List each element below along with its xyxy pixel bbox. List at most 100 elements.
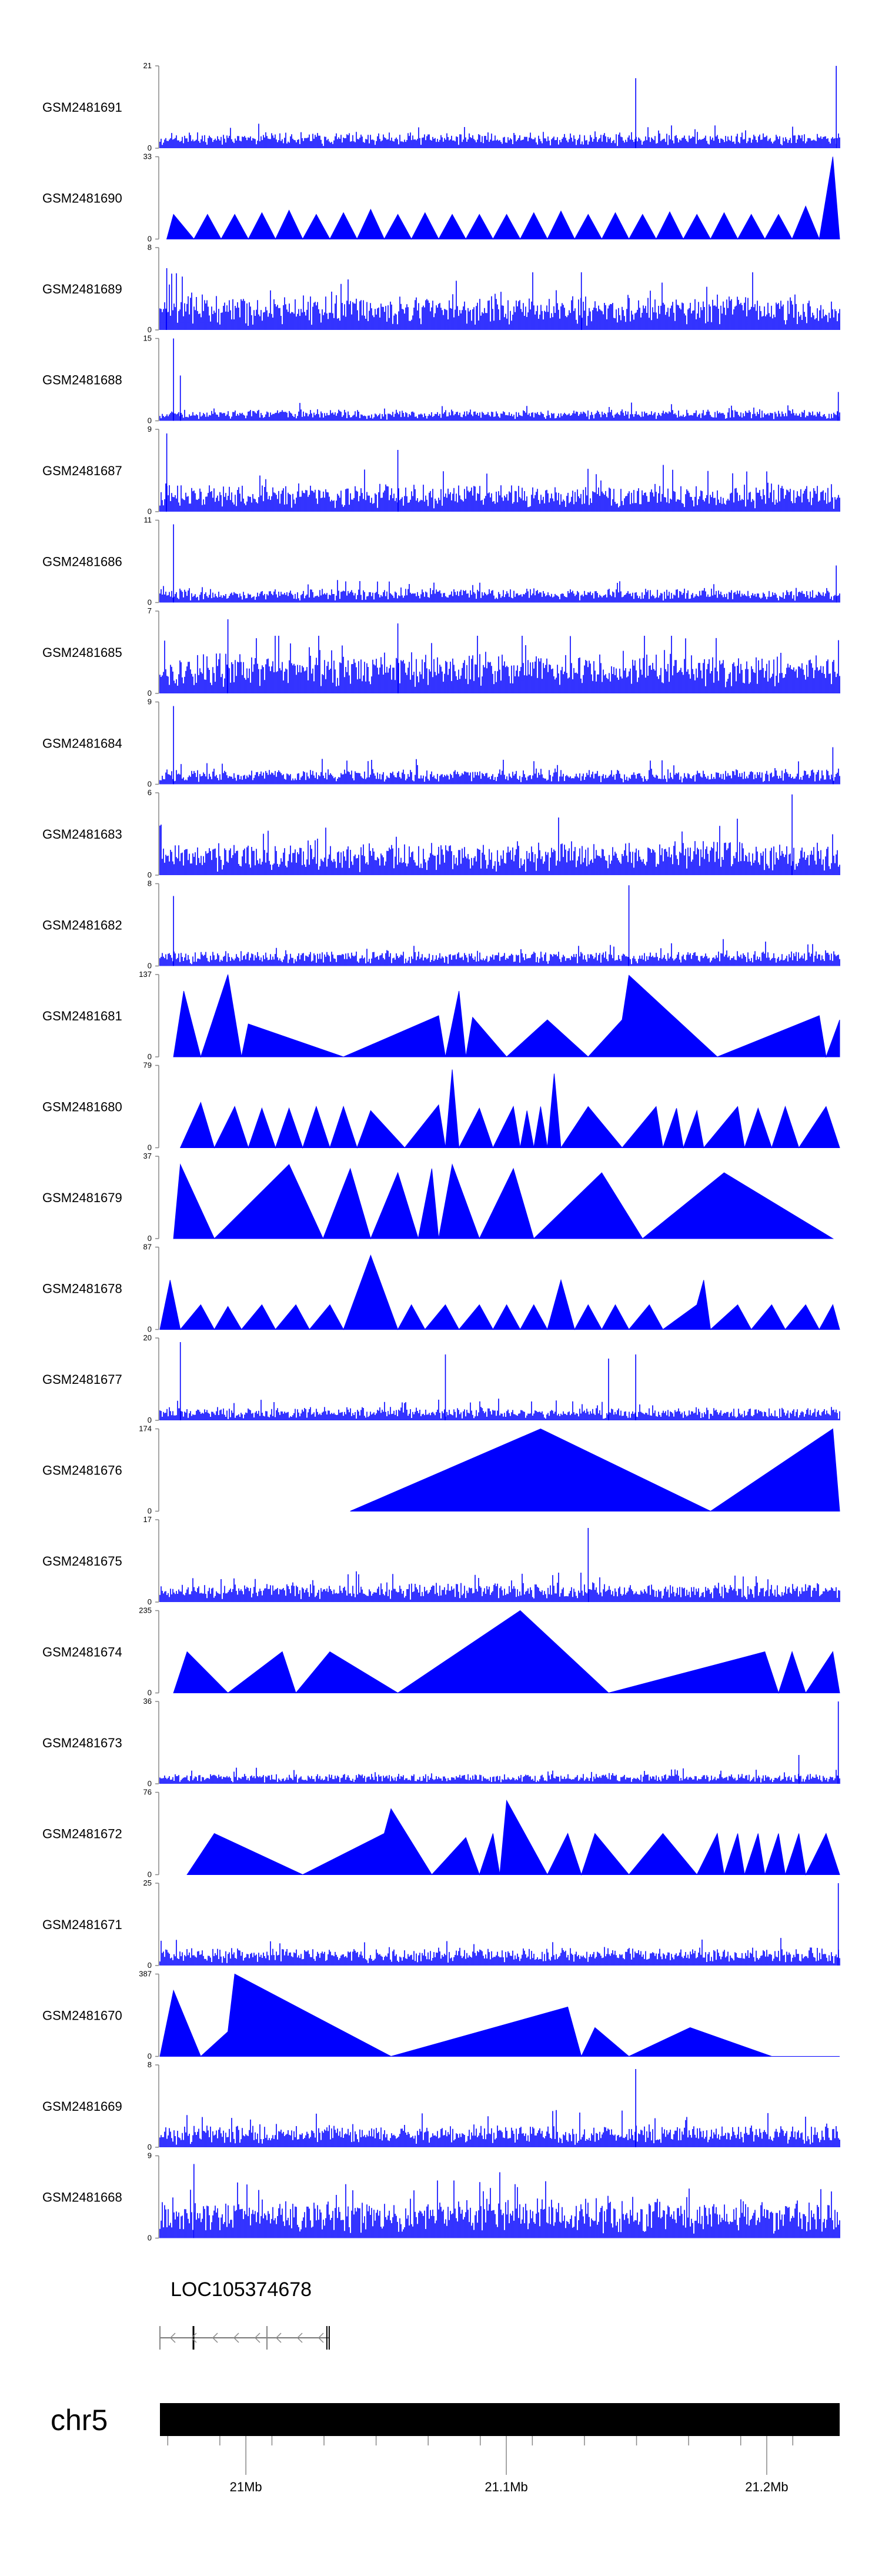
track-label: GSM2481671 <box>42 1917 122 1932</box>
y-max-label: 9 <box>148 698 152 706</box>
track-label: GSM2481685 <box>42 645 122 660</box>
y-axis: 20 0 <box>143 1333 159 1424</box>
y-axis: 76 0 <box>143 1788 159 1879</box>
y-zero-label: 0 <box>148 235 152 243</box>
y-max-label: 8 <box>148 243 152 252</box>
track-label: GSM2481669 <box>42 2099 122 2114</box>
y-zero-label: 0 <box>148 1143 152 1152</box>
y-max-label: 17 <box>143 1515 152 1524</box>
track-GSM2481668: GSM2481668 90 <box>42 2151 840 2243</box>
track-GSM2481688: GSM2481688 15 0 <box>42 334 840 425</box>
y-zero-label: 0 <box>148 507 152 516</box>
y-axis: 70 <box>148 606 159 698</box>
coverage-bars <box>159 619 840 693</box>
y-zero-label: 0 <box>148 1961 152 1970</box>
track-label: GSM2481670 <box>42 2008 122 2023</box>
x-tick-label: 21.1Mb <box>485 2480 527 2494</box>
strand-arrow <box>296 2333 303 2343</box>
y-zero-label: 0 <box>148 2143 152 2151</box>
track-GSM2481669: GSM2481669 8 0 <box>42 2060 840 2151</box>
track-label: GSM2481682 <box>42 918 122 933</box>
gene-track: LOC105374678 <box>159 2278 330 2350</box>
y-axis: 387 0 <box>139 1970 159 2061</box>
track-label: GSM2481684 <box>42 736 122 751</box>
y-max-label: 79 <box>143 1061 152 1070</box>
y-max-label: 7 <box>148 606 152 615</box>
y-max-label: 20 <box>143 1333 152 1342</box>
track-GSM2481681: GSM2481681 137 0 <box>42 970 840 1061</box>
track-label: GSM2481672 <box>42 1827 122 1841</box>
track-label: GSM2481691 <box>42 100 122 115</box>
data-tracks: GSM2481691210GSM2481690330GSM248168980GS… <box>42 61 840 2243</box>
y-axis: 21 0 <box>143 61 159 152</box>
y-zero-label: 0 <box>148 1689 152 1697</box>
y-zero-label: 0 <box>148 689 152 698</box>
strand-arrow <box>191 2333 197 2343</box>
chromosome-bar <box>160 2403 840 2436</box>
y-zero-label: 0 <box>148 1234 152 1243</box>
track-GSM2481691: GSM2481691 21 0 <box>42 61 840 152</box>
y-zero-label: 0 <box>148 2052 152 2061</box>
strand-arrow <box>254 2333 260 2343</box>
track-GSM2481674: GSM2481674 235 0 <box>42 1606 840 1697</box>
track-label: GSM2481687 <box>42 463 122 478</box>
track-GSM2481679: GSM2481679 37 0 <box>42 1152 834 1243</box>
y-axis: 60 <box>148 788 159 879</box>
y-axis: 11 0 <box>144 516 159 607</box>
y-zero-label: 0 <box>148 2234 152 2243</box>
y-max-label: 9 <box>148 425 152 433</box>
y-zero-label: 0 <box>148 1779 152 1788</box>
y-axis: 80 <box>148 243 159 334</box>
track-label: GSM2481690 <box>42 191 122 206</box>
coverage-bars <box>159 885 840 966</box>
y-axis: 90 <box>148 2151 159 2243</box>
coverage-area <box>186 1799 840 1876</box>
y-max-label: 11 <box>144 516 152 525</box>
y-axis: 33 0 <box>143 152 159 243</box>
track-label: GSM2481676 <box>42 1463 122 1478</box>
y-axis: 36 0 <box>143 1697 159 1788</box>
track-label: GSM2481668 <box>42 2190 122 2205</box>
track-label: GSM2481679 <box>42 1190 122 1205</box>
coverage-area <box>173 974 840 1058</box>
track-GSM2481671: GSM2481671 25 0 <box>42 1878 840 1970</box>
coverage-bars <box>159 794 840 875</box>
coverage-bars <box>159 1883 840 1966</box>
coverage-area <box>179 1069 840 1149</box>
y-max-label: 8 <box>148 2060 152 2069</box>
strand-arrow <box>212 2333 218 2343</box>
coverage-area <box>173 1163 834 1240</box>
y-zero-label: 0 <box>148 962 152 970</box>
track-GSM2481686: GSM2481686 11 0 <box>42 516 840 607</box>
track-label: GSM2481681 <box>42 1009 122 1023</box>
track-GSM2481678: GSM2481678 87 0 <box>42 1243 840 1334</box>
track-GSM2481680: GSM2481680 79 0 <box>42 1061 840 1152</box>
track-GSM2481675: GSM2481675 17 0 <box>42 1515 840 1606</box>
y-max-label: 33 <box>143 152 152 161</box>
x-tick-label: 21Mb <box>230 2480 262 2494</box>
y-axis: 87 0 <box>143 1243 159 1334</box>
y-zero-label: 0 <box>148 1507 152 1516</box>
gene-label: LOC105374678 <box>171 2278 312 2301</box>
coverage-bars <box>159 2164 840 2238</box>
coverage-area <box>350 1428 840 1512</box>
y-axis: 15 0 <box>143 334 159 425</box>
coverage-bars <box>159 706 840 785</box>
track-label: GSM2481674 <box>42 1645 122 1660</box>
coverage-area <box>173 1610 840 1694</box>
track-label: GSM2481680 <box>42 1100 122 1115</box>
y-zero-label: 0 <box>148 1325 152 1334</box>
y-zero-label: 0 <box>148 598 152 607</box>
y-zero-label: 0 <box>148 1597 152 1606</box>
y-max-label: 387 <box>139 1970 152 1978</box>
coverage-bars <box>159 1701 840 1784</box>
coverage-area <box>159 1254 840 1330</box>
y-zero-label: 0 <box>148 1870 152 1879</box>
track-GSM2481673: GSM2481673 36 0 <box>42 1697 840 1788</box>
